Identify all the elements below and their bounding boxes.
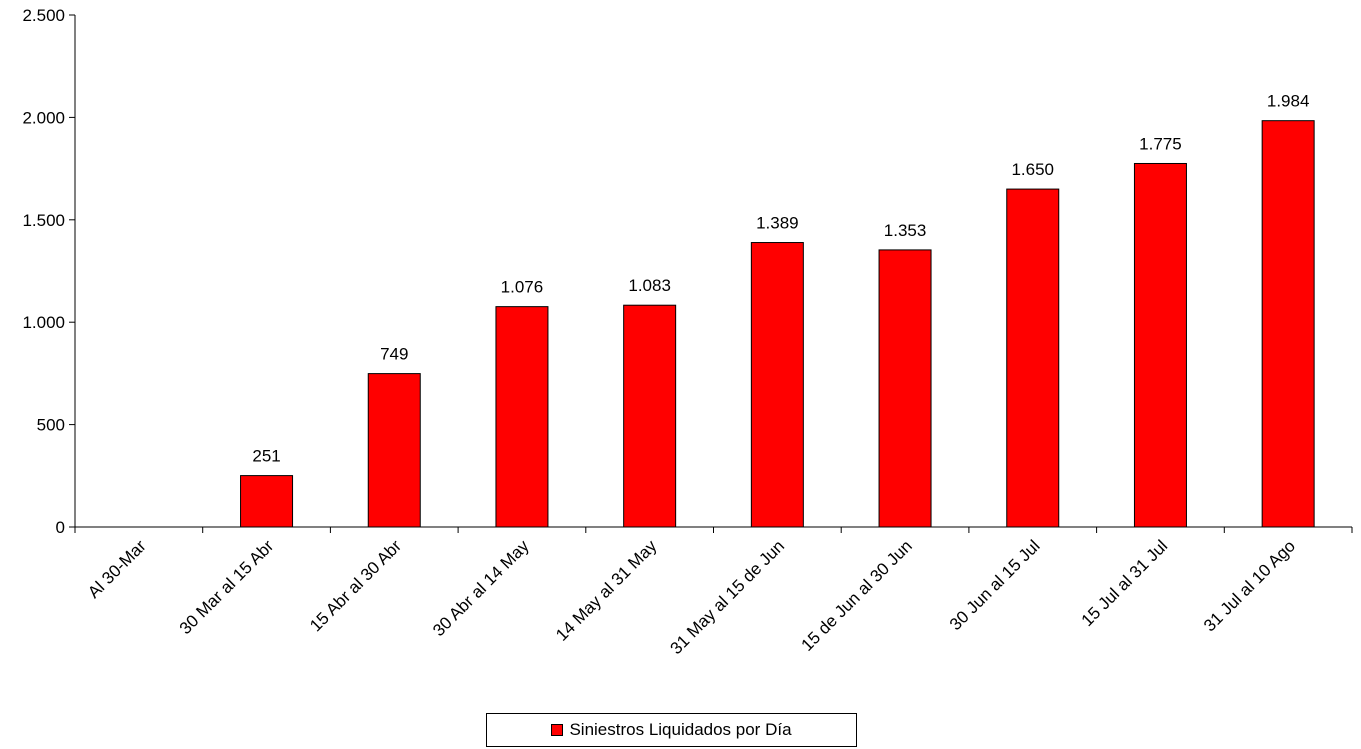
bar xyxy=(240,475,294,528)
bar xyxy=(495,306,549,528)
legend-label: Siniestros Liquidados por Día xyxy=(569,720,792,739)
bar xyxy=(367,373,421,528)
x-category-label: 31 Jul al 10 Ago xyxy=(1200,536,1299,635)
bar xyxy=(623,304,677,528)
x-category-label: 15 de Jun al 30 Jun xyxy=(798,536,916,654)
x-category-label: 30 Abr al 14 May xyxy=(429,536,533,640)
bar xyxy=(1133,162,1187,528)
data-label: 1.083 xyxy=(628,276,671,295)
x-category-label: 15 Abr al 30 Abr xyxy=(306,536,405,635)
data-label: 1.775 xyxy=(1139,134,1182,153)
x-category-label: Al 30-Mar xyxy=(84,536,150,602)
x-category-label: 30 Mar al 15 Abr xyxy=(176,536,278,638)
bar xyxy=(878,249,932,528)
data-label: 749 xyxy=(380,345,408,364)
data-label: 1.353 xyxy=(884,221,927,240)
bar xyxy=(1006,188,1060,528)
y-tick-label: 0 xyxy=(56,518,65,537)
data-label: 251 xyxy=(252,447,280,466)
y-tick-label: 500 xyxy=(37,416,65,435)
bar xyxy=(750,242,804,528)
y-tick-label: 1.500 xyxy=(22,211,65,230)
y-tick-label: 2.000 xyxy=(22,108,65,127)
x-category-label: 14 May al 31 May xyxy=(552,536,661,645)
legend-swatch xyxy=(551,724,564,736)
data-label: 1.389 xyxy=(756,214,799,233)
y-tick-label: 2.500 xyxy=(22,6,65,25)
x-category-label: 30 Jun al 15 Jul xyxy=(946,536,1044,634)
data-label: 1.984 xyxy=(1267,92,1310,111)
x-category-label: 31 May al 15 de Jun xyxy=(666,536,788,658)
x-category-label: 15 Jul al 31 Jul xyxy=(1078,536,1172,630)
data-label: 1.076 xyxy=(501,278,544,297)
data-label: 1.650 xyxy=(1011,160,1054,179)
bar xyxy=(1261,120,1315,528)
y-tick-label: 1.000 xyxy=(22,313,65,332)
legend: Siniestros Liquidados por Día xyxy=(486,713,857,747)
